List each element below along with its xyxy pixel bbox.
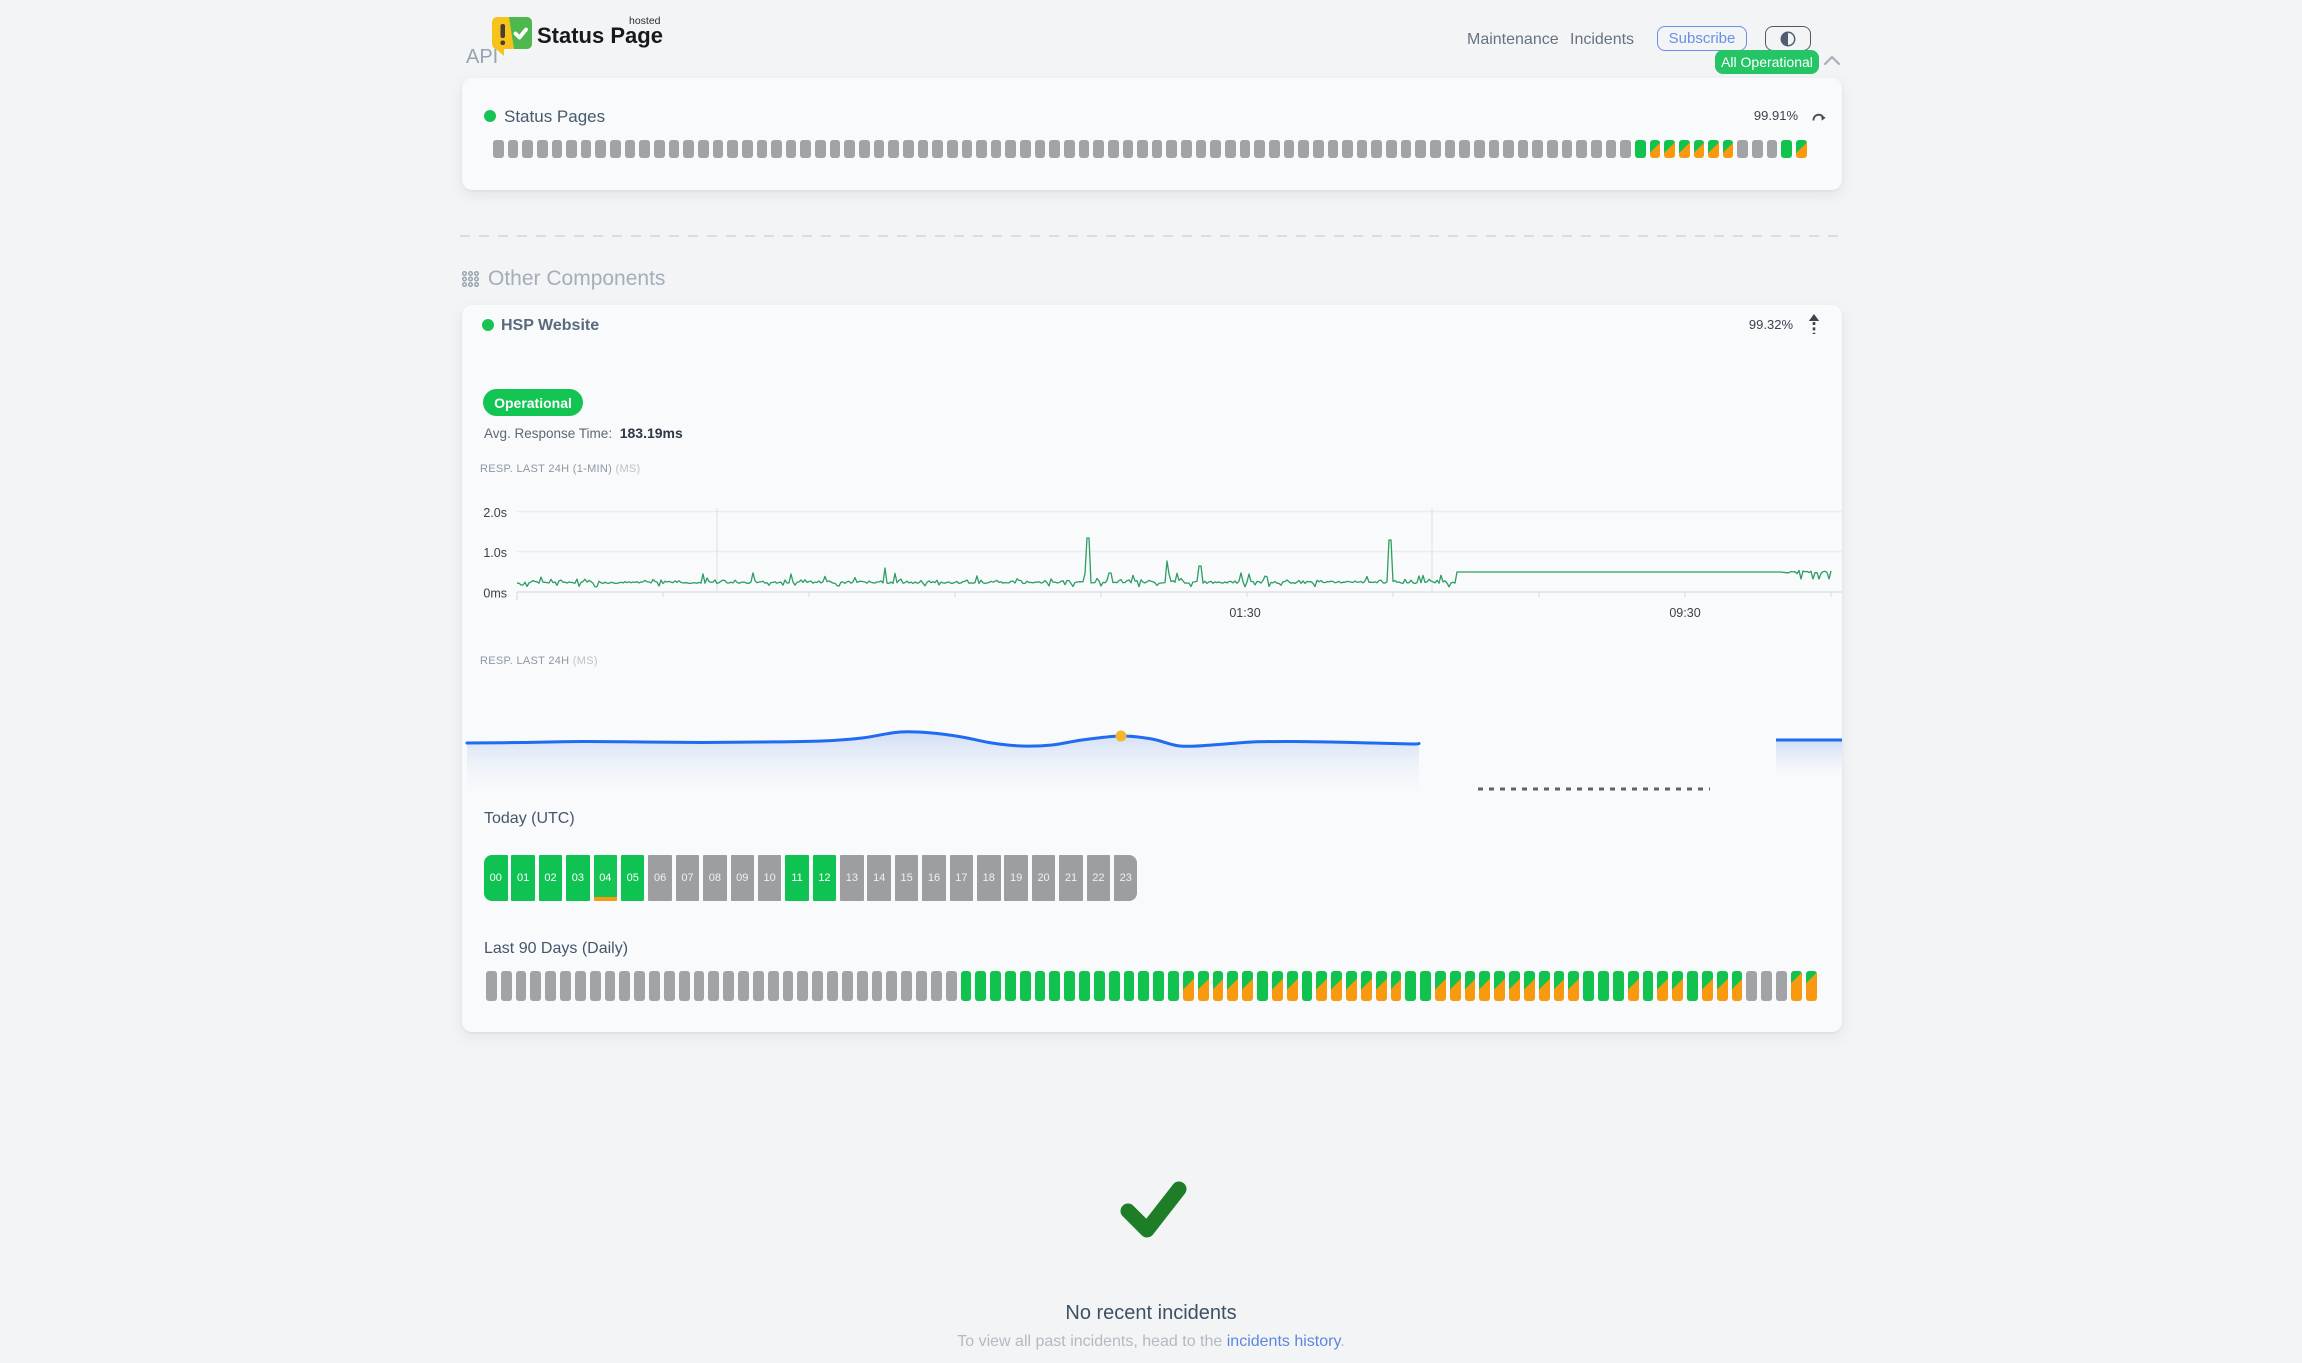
svg-text:0ms: 0ms	[483, 587, 507, 601]
svg-text:2.0s: 2.0s	[483, 506, 507, 520]
svg-text:09:30: 09:30	[1669, 606, 1700, 620]
svg-text:01:30: 01:30	[1229, 606, 1260, 620]
svg-text:1.0s: 1.0s	[483, 546, 507, 560]
